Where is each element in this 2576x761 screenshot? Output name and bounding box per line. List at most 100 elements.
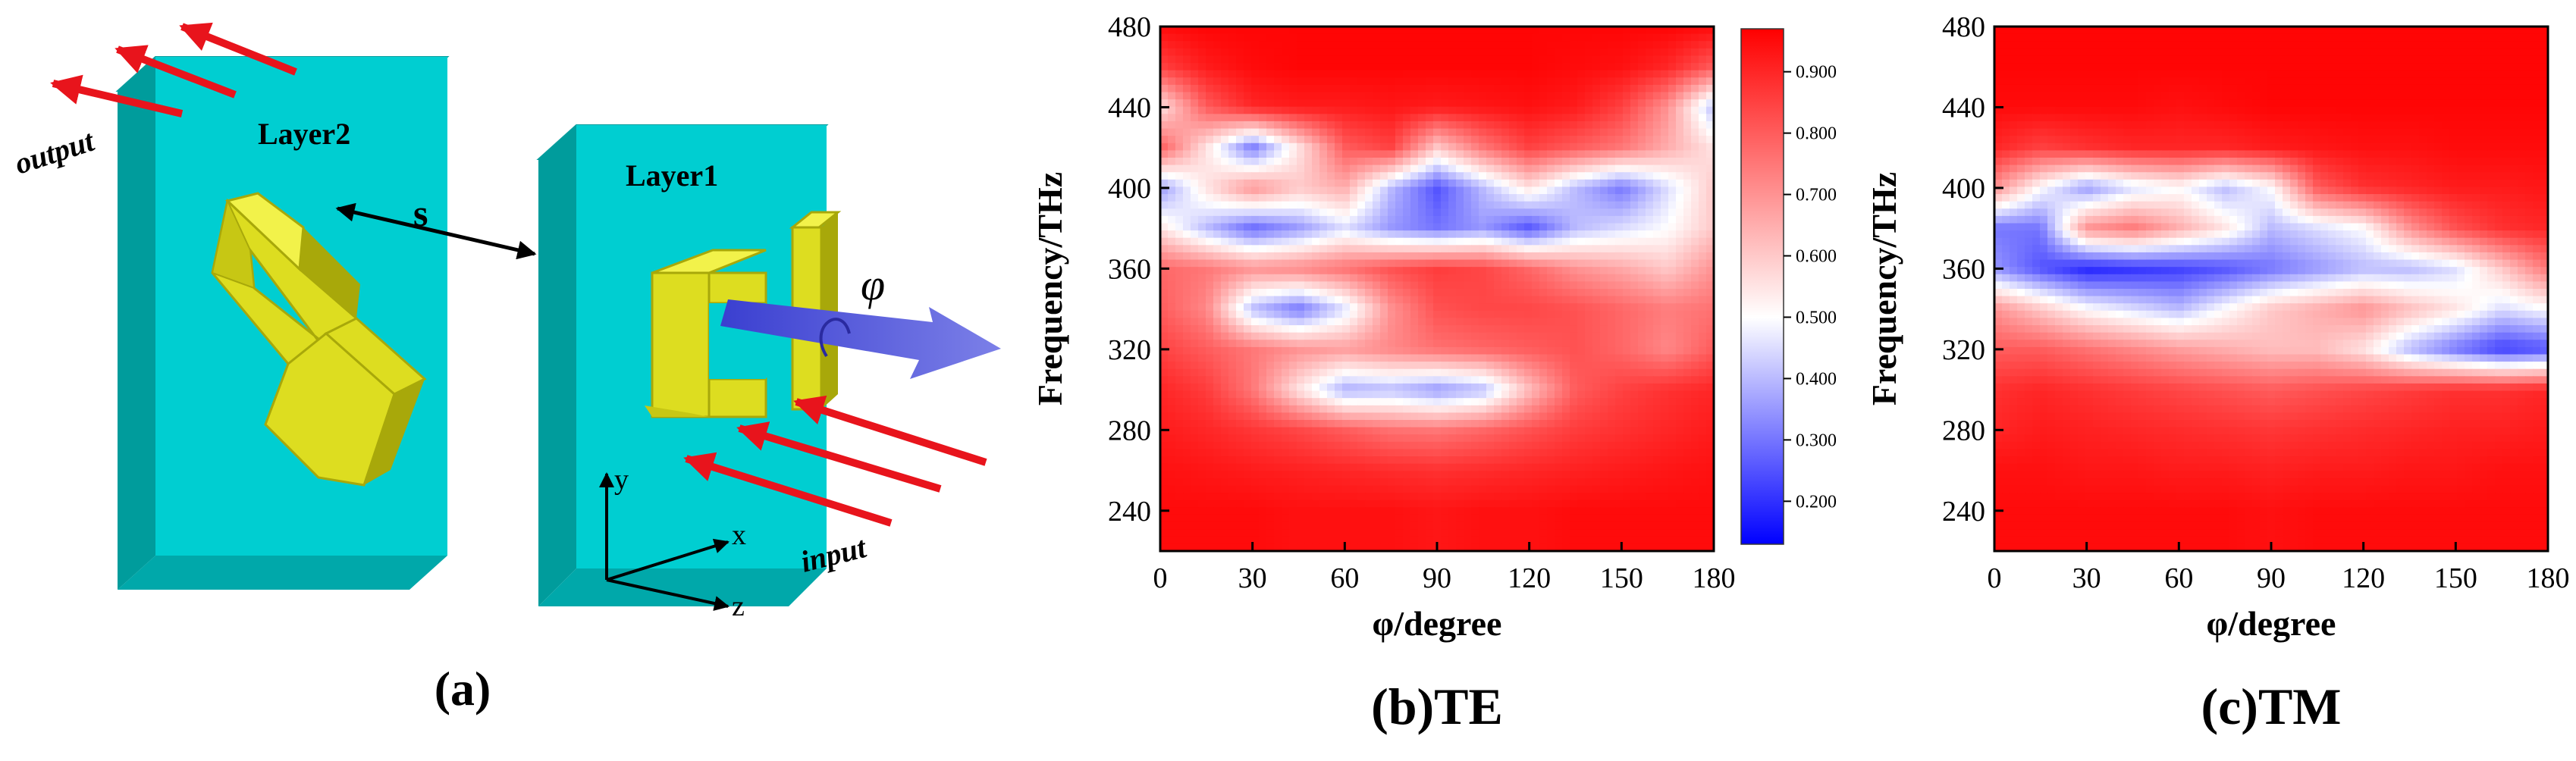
heatmap-cell-te bbox=[1160, 303, 1169, 312]
heatmap-cell-te bbox=[1615, 172, 1624, 180]
heatmap-cell-te bbox=[1168, 114, 1176, 122]
heatmap-cell-te bbox=[1608, 237, 1616, 246]
heatmap-cell-te bbox=[1282, 289, 1290, 297]
heatmap-cell-te bbox=[1426, 142, 1434, 152]
heatmap-cell-te bbox=[1373, 223, 1381, 231]
heatmap-cell-te bbox=[1653, 434, 1661, 443]
heatmap-cell-te bbox=[1630, 441, 1639, 450]
heatmap-cell-te bbox=[1206, 114, 1214, 122]
heatmap-cell-te bbox=[1426, 215, 1434, 224]
heatmap-cell-te bbox=[1539, 514, 1548, 523]
heatmap-cell-te bbox=[1691, 114, 1699, 122]
heatmap-cell-te bbox=[1357, 390, 1366, 399]
heatmap-cell-te bbox=[1319, 514, 1328, 523]
heatmap-cell-te bbox=[1501, 507, 1510, 515]
heatmap-cell-te bbox=[1206, 318, 1214, 326]
heatmap-cell-te bbox=[1433, 215, 1442, 224]
heatmap-cell-te bbox=[1221, 252, 1229, 261]
heatmap-cell-te bbox=[1213, 172, 1222, 180]
heatmap-cell-te bbox=[1228, 383, 1237, 392]
heatmap-cell-te bbox=[1312, 441, 1320, 450]
heatmap-cell-te bbox=[1699, 172, 1707, 180]
heatmap-cell-te bbox=[1562, 332, 1570, 341]
heatmap-cell-te bbox=[1456, 405, 1464, 414]
heatmap-cell-te bbox=[1388, 325, 1396, 334]
heatmap-cell-te bbox=[1623, 245, 1631, 253]
heatmap-cell-te bbox=[1638, 179, 1646, 188]
heatmap-cell-te bbox=[1426, 259, 1434, 268]
heatmap-cell-te bbox=[1630, 186, 1639, 195]
heatmap-cell-te bbox=[1539, 194, 1548, 202]
heatmap-cell-te bbox=[1418, 48, 1426, 57]
heatmap-cell-te bbox=[1615, 114, 1624, 122]
heatmap-cell-te bbox=[1577, 478, 1586, 487]
heatmap-cell-te bbox=[1555, 405, 1563, 414]
heatmap-cell-te bbox=[1259, 514, 1267, 523]
heatmap-cell-te bbox=[1206, 121, 1214, 130]
heatmap-cell-te bbox=[1570, 172, 1578, 180]
heatmap-cell-te bbox=[1608, 194, 1616, 202]
heatmap-cell-te bbox=[1683, 215, 1692, 224]
heatmap-cell-te bbox=[1319, 296, 1328, 305]
heatmap-cell-te bbox=[1206, 346, 1214, 355]
heatmap-cell-te bbox=[1517, 296, 1525, 305]
heatmap-cell-te bbox=[1630, 362, 1639, 370]
heatmap-cell-te bbox=[1661, 201, 1669, 210]
heatmap-cell-te bbox=[1395, 237, 1404, 246]
heatmap-cell-te bbox=[1509, 230, 1517, 239]
heatmap-cell-te bbox=[1175, 158, 1184, 166]
heatmap-cell-te bbox=[1486, 340, 1495, 348]
heatmap-cell-te bbox=[1433, 405, 1442, 414]
heatmap-cell-te bbox=[1653, 500, 1661, 509]
heatmap-cell-te bbox=[1501, 136, 1510, 144]
heatmap-cell-te bbox=[1683, 70, 1692, 79]
heatmap-cell-te bbox=[1403, 281, 1411, 290]
heatmap-cell-te bbox=[1350, 27, 1358, 35]
heatmap-cell-te bbox=[1562, 478, 1570, 487]
heatmap-cell-te bbox=[1683, 412, 1692, 421]
heatmap-cell-te bbox=[1668, 172, 1677, 180]
heatmap-cell-te bbox=[1282, 77, 1290, 86]
heatmap-cell-te bbox=[1282, 27, 1290, 35]
heatmap-cell-te bbox=[1501, 441, 1510, 450]
heatmap-cell-te bbox=[1600, 128, 1608, 136]
heatmap-cell-te bbox=[1168, 340, 1176, 348]
heatmap-cell-te bbox=[1539, 332, 1548, 341]
heatmap-cell-te bbox=[1282, 142, 1290, 152]
heatmap-cell-te bbox=[1198, 354, 1206, 362]
heatmap-cell-te bbox=[1168, 427, 1176, 436]
heatmap-cell-te bbox=[1471, 194, 1479, 202]
heatmap-cell-te bbox=[1388, 142, 1396, 152]
heatmap-cell-te bbox=[1213, 485, 1222, 493]
heatmap-cell-te bbox=[1304, 405, 1313, 414]
heatmap-cell-te bbox=[1699, 274, 1707, 283]
heatmap-cell-te bbox=[1600, 289, 1608, 297]
heatmap-cell-te bbox=[1623, 485, 1631, 493]
heatmap-cell-te bbox=[1517, 420, 1525, 428]
heatmap-cell-te bbox=[1562, 194, 1570, 202]
heatmap-cell-te bbox=[1691, 310, 1699, 319]
heatmap-cell-te bbox=[1448, 121, 1457, 130]
heatmap-cell-te bbox=[1501, 434, 1510, 443]
heatmap-cell-te bbox=[1357, 412, 1366, 421]
heatmap-cell-te bbox=[1168, 449, 1176, 457]
heatmap-cell-te bbox=[1691, 390, 1699, 399]
heatmap-cell-te bbox=[1555, 84, 1563, 93]
heatmap-cell-te bbox=[1304, 267, 1313, 275]
heatmap-cell-te bbox=[1327, 136, 1335, 144]
heatmap-cell-te bbox=[1357, 201, 1366, 210]
heatmap-cell-te bbox=[1486, 274, 1495, 283]
heatmap-cell-te bbox=[1592, 41, 1601, 49]
heatmap-cell-te bbox=[1524, 303, 1533, 312]
heatmap-cell-te bbox=[1676, 296, 1684, 305]
heatmap-cell-te bbox=[1630, 289, 1639, 297]
heatmap-cell-te bbox=[1471, 121, 1479, 130]
heatmap-cell-te bbox=[1198, 318, 1206, 326]
heatmap-cell-te bbox=[1357, 55, 1366, 64]
heatmap-cell-te bbox=[1160, 274, 1169, 283]
heatmap-cell-te bbox=[1547, 55, 1555, 64]
heatmap-cell-te bbox=[1585, 368, 1593, 377]
heatmap-cell-te bbox=[1630, 245, 1639, 253]
heatmap-cell-te bbox=[1335, 172, 1343, 180]
heatmap-cell-te bbox=[1213, 281, 1222, 290]
